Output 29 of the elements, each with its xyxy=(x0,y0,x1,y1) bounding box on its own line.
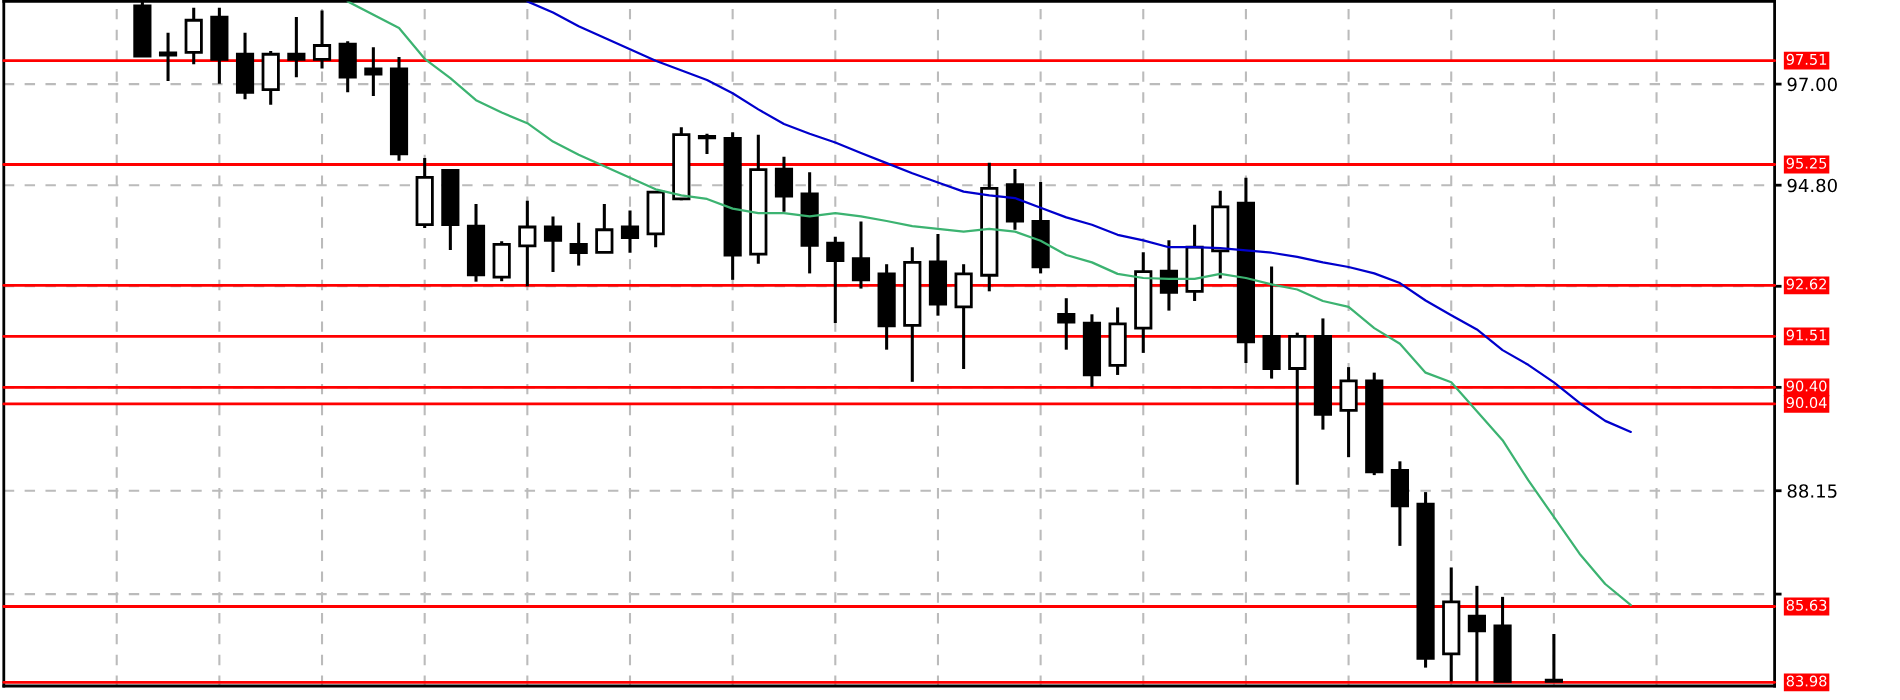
candlestick xyxy=(826,236,845,324)
ref-line-label: 85.63 xyxy=(1786,599,1827,611)
ref-line-label: 92.62 xyxy=(1786,278,1826,290)
y-tick-label: 94.80 xyxy=(1787,178,1837,193)
line-series xyxy=(526,1,1632,434)
candlestick xyxy=(620,210,640,253)
candlestick xyxy=(543,216,563,273)
candlestick xyxy=(851,221,871,289)
ref-line-label: 91.51 xyxy=(1786,329,1827,341)
candlestick xyxy=(287,17,306,79)
candlestick xyxy=(1544,634,1563,683)
ref-line-label: 83.98 xyxy=(1786,675,1827,687)
candlestick xyxy=(364,47,383,97)
ref-line-label: 90.04 xyxy=(1786,397,1827,409)
y-tick-label: 97.00 xyxy=(1787,77,1837,92)
candlestick xyxy=(1057,298,1076,350)
candlestick xyxy=(312,10,332,69)
y-tick-label: 88.15 xyxy=(1787,484,1837,498)
line-series xyxy=(346,1,1632,607)
candlestick xyxy=(697,133,717,154)
candlestick xyxy=(518,199,537,287)
ref-line-label: 97.51 xyxy=(1786,53,1827,65)
candlestick xyxy=(158,32,178,81)
candlestick xyxy=(1159,240,1179,311)
candlestick xyxy=(1467,584,1486,682)
ref-line-label: 90.40 xyxy=(1786,380,1827,392)
ref-line-label: 95.25 xyxy=(1786,157,1827,169)
candlestick xyxy=(569,221,588,266)
candlestick xyxy=(595,204,614,254)
